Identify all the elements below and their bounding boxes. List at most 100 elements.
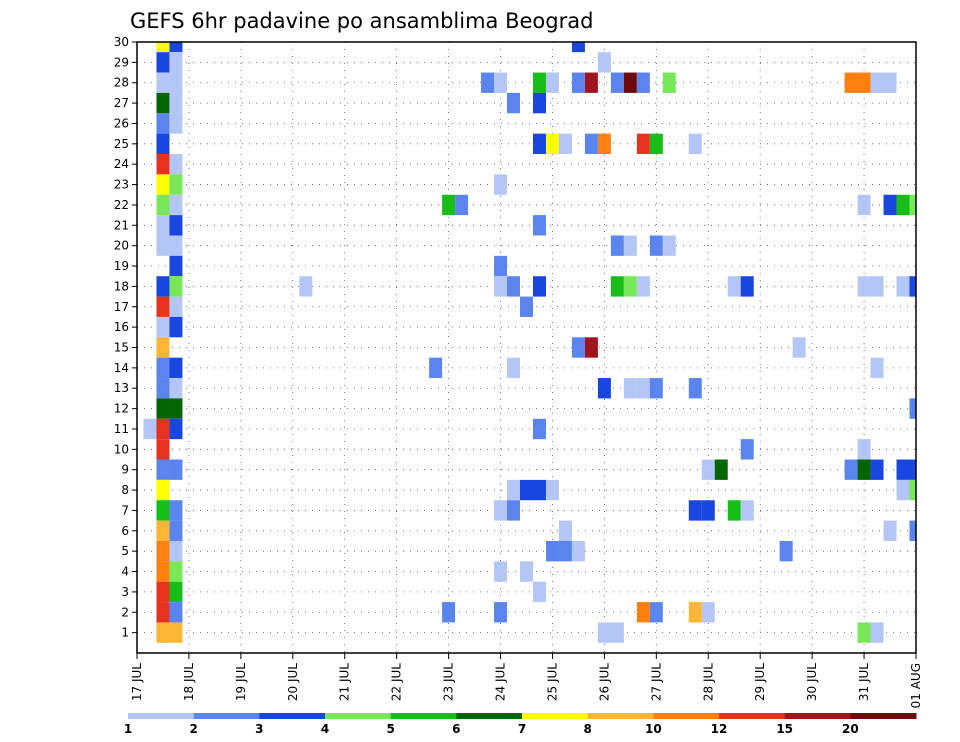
data-cell xyxy=(701,602,715,623)
data-cell xyxy=(571,72,585,93)
data-cell xyxy=(156,398,170,419)
data-cell xyxy=(156,479,170,501)
data-cell xyxy=(909,194,916,216)
data-cell xyxy=(156,439,170,460)
data-cell xyxy=(442,194,456,216)
data-cell xyxy=(481,72,495,93)
y-tick-label: 12 xyxy=(114,402,129,416)
data-cell xyxy=(610,72,624,93)
data-cell xyxy=(532,418,546,440)
data-cell xyxy=(896,276,910,297)
data-cell xyxy=(883,194,897,216)
y-tick-label: 11 xyxy=(114,422,129,436)
x-tick-label: 23 JUL xyxy=(442,663,456,701)
data-cell xyxy=(701,500,715,521)
data-cell xyxy=(545,479,559,501)
data-cell xyxy=(169,378,183,399)
data-cell xyxy=(169,72,183,93)
legend-label: 7 xyxy=(518,722,526,736)
data-cell xyxy=(584,133,598,155)
data-cell xyxy=(156,296,170,317)
data-cell xyxy=(494,174,508,195)
data-cell xyxy=(740,276,754,297)
x-tick-label: 26 JUL xyxy=(597,663,611,701)
data-cell xyxy=(494,500,508,521)
data-cell xyxy=(442,602,456,623)
legend-swatch xyxy=(587,713,654,719)
data-cell xyxy=(507,276,521,297)
data-cell xyxy=(156,113,170,134)
data-cell xyxy=(532,72,546,93)
data-cell xyxy=(169,581,183,603)
data-cell xyxy=(156,581,170,603)
data-cell xyxy=(870,72,884,93)
data-cell xyxy=(169,42,183,53)
legend-swatch xyxy=(259,713,326,719)
data-cell xyxy=(532,581,546,603)
data-cell xyxy=(169,52,183,73)
data-cell xyxy=(169,113,183,134)
data-cell xyxy=(688,500,702,521)
data-cell xyxy=(169,418,183,440)
y-tick-label: 23 xyxy=(114,178,129,192)
data-cell xyxy=(623,72,637,93)
data-cell xyxy=(857,72,871,93)
data-cell xyxy=(558,520,572,541)
y-tick-label: 6 xyxy=(121,524,129,538)
legend-label: 5 xyxy=(386,722,394,736)
y-tick-label: 16 xyxy=(114,320,129,334)
data-cell xyxy=(169,316,183,338)
data-cell xyxy=(169,296,183,317)
legend-swatch xyxy=(653,713,720,719)
data-cell xyxy=(494,255,508,277)
data-cell xyxy=(532,92,546,114)
data-cell xyxy=(857,194,871,216)
y-tick-label: 30 xyxy=(114,35,129,49)
data-cell xyxy=(662,235,676,256)
data-cell xyxy=(169,561,183,582)
y-tick-label: 17 xyxy=(114,300,129,314)
data-cell xyxy=(156,540,170,562)
data-cell xyxy=(507,479,521,501)
data-cell xyxy=(169,520,183,541)
legend-swatch xyxy=(325,713,392,719)
data-cell xyxy=(532,133,546,155)
legend-swatch xyxy=(390,713,457,719)
data-cell xyxy=(649,378,663,399)
legend-label: 15 xyxy=(776,722,793,736)
data-cell xyxy=(429,357,443,379)
legend-label: 20 xyxy=(842,722,859,736)
data-cell xyxy=(636,378,650,399)
data-cell xyxy=(792,337,806,358)
x-tick-label: 22 JUL xyxy=(390,663,404,701)
data-cell xyxy=(156,42,170,53)
data-cell xyxy=(597,52,611,73)
x-tick-label: 28 JUL xyxy=(701,663,715,701)
x-tick-label: 24 JUL xyxy=(494,663,508,701)
color-legend: 1 2 3 4 5 6 7 8 10 12 15 20 xyxy=(124,713,917,736)
data-cell xyxy=(520,561,533,582)
data-cell xyxy=(597,133,611,155)
data-cell xyxy=(649,133,663,155)
data-cell xyxy=(169,398,183,419)
data-cell xyxy=(143,418,157,440)
y-tick-label: 10 xyxy=(114,442,129,456)
legend-label: 4 xyxy=(321,722,329,736)
x-tick-label: 21 JUL xyxy=(338,663,352,701)
data-cell xyxy=(701,459,715,480)
data-cell xyxy=(532,479,546,501)
data-cell xyxy=(610,235,624,256)
data-cell xyxy=(156,316,170,338)
data-cell xyxy=(169,357,183,379)
y-tick-label: 1 xyxy=(121,626,129,640)
data-cell xyxy=(494,276,508,297)
y-tick-label: 13 xyxy=(114,381,129,395)
data-cell xyxy=(870,276,884,297)
data-cell xyxy=(896,459,910,480)
y-tick-label: 4 xyxy=(121,565,129,579)
data-cell xyxy=(156,154,170,175)
legend-label: 3 xyxy=(255,722,263,736)
data-cell xyxy=(156,622,170,643)
data-cell xyxy=(909,459,916,480)
x-tick-label: 20 JUL xyxy=(286,663,300,701)
